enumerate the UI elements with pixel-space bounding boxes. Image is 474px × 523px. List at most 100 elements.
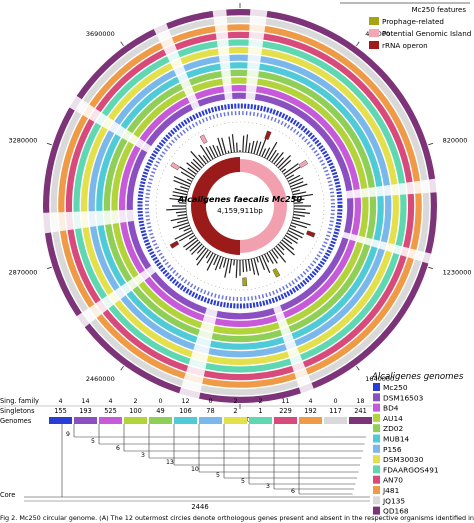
ring-mub14 — [96, 62, 384, 350]
tick-mark — [356, 365, 360, 371]
genome-label: P156 — [383, 445, 402, 454]
singletons-value: 525 — [104, 407, 117, 415]
sing-family-value: 0 — [208, 397, 212, 405]
singletons-value: 192 — [304, 407, 317, 415]
tree-count: 5 — [216, 472, 220, 479]
sing-family-value: 2 — [258, 397, 262, 405]
ring-dsm16503 — [126, 92, 354, 320]
genome-label: MUB14 — [383, 435, 410, 444]
genome-swatch — [373, 424, 380, 433]
feature-marker — [264, 130, 272, 140]
sing-family-value: 2 — [133, 397, 137, 405]
sing-family-value: 0 — [333, 397, 337, 405]
tree-count: 10 — [191, 466, 199, 473]
ring-gap — [153, 22, 205, 120]
tree-count: 3 — [266, 483, 270, 490]
tick-label: 2460000 — [86, 375, 115, 383]
tree-count: 5 — [91, 438, 95, 445]
tick-label: 1640000 — [365, 375, 394, 383]
ring-dsm30030 — [81, 47, 399, 365]
singletons-value: 106 — [179, 407, 192, 415]
ring-gap — [68, 95, 161, 158]
genome-bar — [99, 417, 122, 424]
feature-marker — [242, 277, 248, 287]
singletons-value: 1 — [258, 407, 262, 415]
tick-label: 1230000 — [443, 268, 472, 276]
ring-bd4 — [118, 84, 362, 328]
genome-swatch — [373, 475, 380, 484]
row-label-singletons: Singletons — [0, 407, 35, 415]
feature-track — [155, 121, 325, 291]
tick-mark — [120, 41, 124, 47]
genome-bar — [249, 417, 272, 424]
mc250-cds-track — [137, 103, 343, 309]
genome-swatch — [373, 393, 380, 402]
ring-gap — [335, 178, 438, 200]
genome-swatch — [373, 506, 380, 515]
tick-mark — [356, 41, 360, 47]
feature-marker — [170, 162, 180, 171]
singletons-value: 2 — [233, 407, 237, 415]
tree-count: 6 — [116, 445, 120, 452]
feature-label-rrna: rRNA operon — [382, 41, 428, 50]
genomes-legend-title: Alcaligenes genomes — [371, 372, 464, 382]
row-label-sing-family: Sing. family — [0, 397, 39, 405]
genome-swatch — [373, 444, 380, 453]
feature-marker — [272, 268, 281, 278]
ring-an70 — [65, 31, 415, 381]
tree-count: 9 — [66, 431, 70, 438]
center-genome-name: Alcaligenes faecalis Mc250 — [177, 194, 302, 204]
genome-swatch — [373, 383, 380, 391]
gc-skew-positive — [240, 159, 287, 253]
singletons-value: 78 — [206, 407, 214, 415]
feature-marker — [199, 134, 208, 144]
core-value: 2446 — [191, 503, 208, 511]
ring-fdaargos491 — [73, 39, 407, 373]
genome-bar — [199, 417, 222, 424]
inner-genome-tracks — [137, 103, 343, 309]
feature-marker — [298, 159, 309, 169]
genome-label: ZD02 — [383, 424, 403, 433]
genome-swatch — [373, 496, 380, 505]
singletons-value: 241 — [354, 407, 367, 415]
genome-bar — [324, 417, 347, 424]
singletons-value: 49 — [156, 407, 164, 415]
genome-bar — [149, 417, 172, 424]
ring-j481 — [58, 24, 422, 388]
feature-label-genomic-island: Potential Genomic Island — [382, 29, 471, 38]
tree-count: 3 — [141, 452, 145, 459]
tree-count: 5 — [241, 478, 245, 485]
genome-bar — [124, 417, 147, 424]
feature-marker — [169, 240, 180, 249]
singletons-value: 100 — [129, 407, 142, 415]
genome-label: Mc250 — [383, 383, 408, 392]
genome-swatch — [373, 403, 380, 412]
sing-family-value: 14 — [81, 397, 89, 405]
genome-label: DSM16503 — [383, 393, 424, 402]
genome-swatch — [373, 413, 380, 422]
ring-gap — [75, 259, 165, 328]
ring-gap — [42, 209, 145, 234]
gc-content-track — [166, 134, 314, 278]
sing-family-value: 11 — [281, 397, 289, 405]
feature-marker — [306, 230, 316, 238]
gc-content-baseline — [185, 151, 295, 261]
sing-family-value: 4 — [308, 397, 312, 405]
tick-label: 3690000 — [86, 30, 115, 38]
tree-count: 6 — [291, 488, 295, 495]
ring-gap — [331, 229, 433, 264]
tick-mark — [46, 266, 52, 270]
genome-bar — [74, 417, 97, 424]
features-legend-title: Mc250 features — [412, 6, 467, 14]
genome-bar — [299, 417, 322, 424]
singletons-value: 117 — [329, 407, 342, 415]
core-label: Core — [0, 491, 15, 499]
tick-label: 3280000 — [8, 137, 37, 145]
sing-family-value: 0 — [158, 397, 162, 405]
genome-swatch — [373, 486, 380, 494]
ring-gap — [269, 295, 315, 395]
singletons-value: 155 — [54, 407, 67, 415]
tick-mark — [428, 142, 434, 146]
feature-swatch-rrna — [369, 41, 379, 49]
